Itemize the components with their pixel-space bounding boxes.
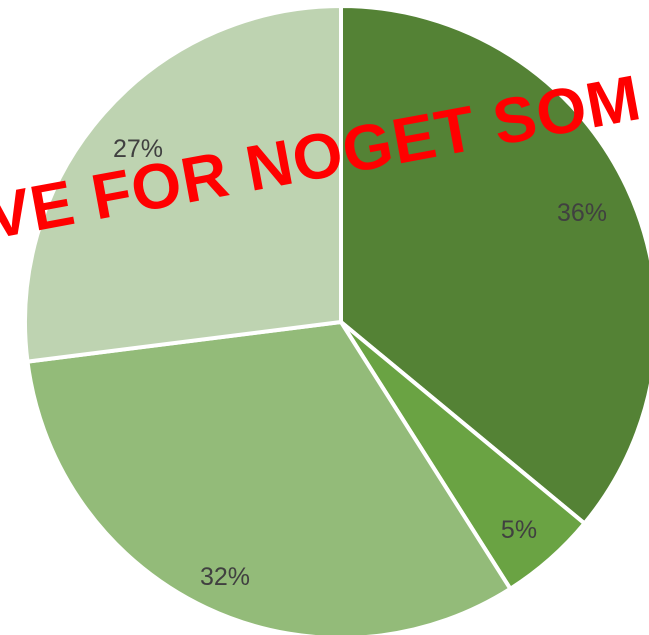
data-label-slice-2: 5% bbox=[501, 516, 537, 544]
pie-slice-4 bbox=[23, 4, 343, 364]
pie-slice-3 bbox=[25, 320, 513, 635]
pie-slice-1 bbox=[339, 4, 649, 526]
data-label-slice-3: 32% bbox=[200, 563, 250, 591]
data-label-slice-1: 36% bbox=[557, 199, 607, 227]
pie-data-labels: 36% 5% 32% 27% bbox=[113, 135, 607, 591]
data-label-slice-4: 27% bbox=[113, 135, 163, 163]
pie-slices bbox=[23, 4, 649, 635]
